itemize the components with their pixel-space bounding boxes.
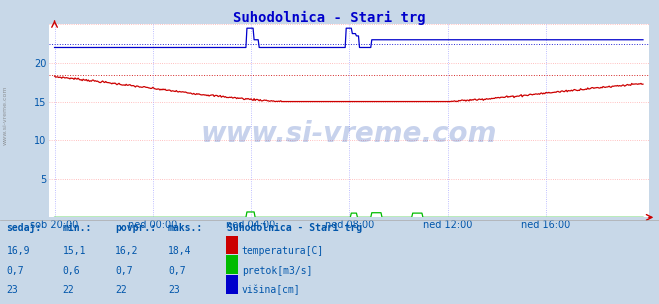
Text: 23: 23 xyxy=(7,285,18,295)
Text: pretok[m3/s]: pretok[m3/s] xyxy=(242,266,312,276)
Text: 15,1: 15,1 xyxy=(63,246,86,256)
Text: min.:: min.: xyxy=(63,223,92,233)
Text: 0,7: 0,7 xyxy=(115,266,133,276)
Text: 0,6: 0,6 xyxy=(63,266,80,276)
Text: višina[cm]: višina[cm] xyxy=(242,285,301,295)
Text: 0,7: 0,7 xyxy=(7,266,24,276)
Text: Suhodolnica - Stari trg: Suhodolnica - Stari trg xyxy=(227,223,362,233)
Text: www.si-vreme.com: www.si-vreme.com xyxy=(3,86,8,145)
Text: sedaj:: sedaj: xyxy=(7,222,42,233)
Text: 0,7: 0,7 xyxy=(168,266,186,276)
Text: temperatura[C]: temperatura[C] xyxy=(242,246,324,256)
Text: www.si-vreme.com: www.si-vreme.com xyxy=(201,120,498,148)
Text: maks.:: maks.: xyxy=(168,223,203,233)
Text: 18,4: 18,4 xyxy=(168,246,192,256)
Text: 16,2: 16,2 xyxy=(115,246,139,256)
Text: 22: 22 xyxy=(63,285,74,295)
Text: Suhodolnica - Stari trg: Suhodolnica - Stari trg xyxy=(233,11,426,25)
Text: 16,9: 16,9 xyxy=(7,246,30,256)
Text: 22: 22 xyxy=(115,285,127,295)
Text: povpr.:: povpr.: xyxy=(115,223,156,233)
Text: 23: 23 xyxy=(168,285,180,295)
